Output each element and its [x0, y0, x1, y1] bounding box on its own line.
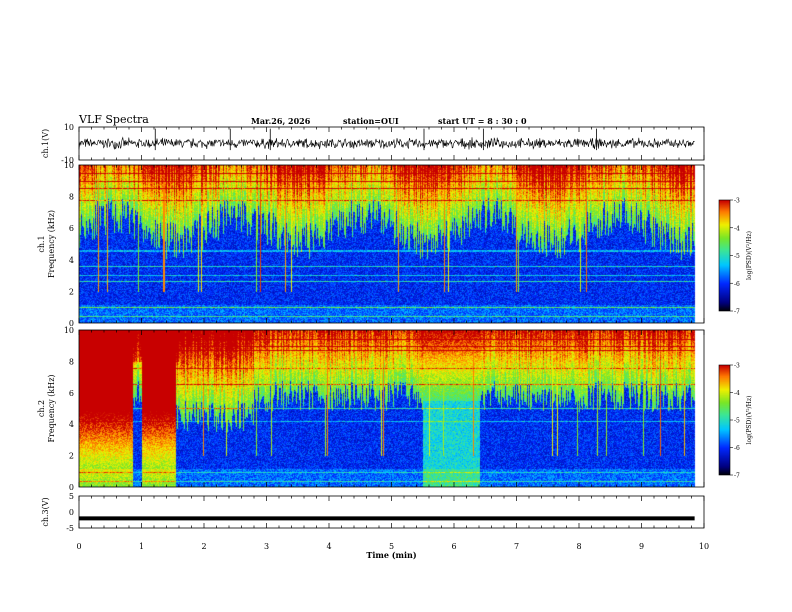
- date-label: Mar.26, 2026: [251, 116, 311, 126]
- ch1-ylabel-channel: ch.1: [37, 235, 46, 252]
- ch1-colorbar: [719, 200, 730, 311]
- ch1-waveform-ylabel: ch.1(V): [41, 129, 50, 158]
- ch1-colorbar-tick-label: -7: [734, 309, 740, 316]
- x-tick-label: 8: [576, 542, 581, 551]
- x-tick-label: 1: [139, 542, 144, 551]
- ch2-ytick-label: 8: [69, 357, 74, 366]
- ch1-ytick-label: 0: [69, 319, 74, 328]
- ch1-ytick-label: -10: [61, 156, 74, 165]
- ch2-colorbar: [719, 365, 730, 475]
- x-tick-label: 7: [514, 542, 519, 551]
- ch1-spectrogram-image: [79, 165, 704, 323]
- station-label: station=OUI: [343, 116, 399, 126]
- ch3-waveform-ylabel: ch.3(V): [41, 497, 50, 526]
- x-tick-label: 3: [264, 542, 269, 551]
- ch2-ytick-label: 2: [69, 452, 74, 461]
- ch2-colorbar-tick-label: -7: [734, 473, 740, 480]
- chart-title: VLF Spectra: [79, 113, 149, 126]
- ch1-ytick-label: 8: [69, 193, 74, 202]
- ch1-ylabel-frequency: Frequency (kHz): [47, 210, 56, 278]
- ch1-colorbar-label: log(PSD)(V²/Hz): [746, 231, 753, 280]
- ch2-colorbar-tick-label: -3: [734, 363, 740, 370]
- ch2-ytick-label: 10: [64, 326, 74, 335]
- ch1-colorbar-tick-label: -4: [734, 225, 740, 232]
- x-tick-label: 2: [201, 542, 206, 551]
- ch2-ytick-label: 0: [69, 483, 74, 492]
- ch2-ylabel-frequency: Frequency (kHz): [47, 374, 56, 442]
- ch2-ylabel-channel: ch.2: [37, 400, 46, 417]
- x-tick-label: 9: [639, 542, 644, 551]
- x-tick-label: 6: [451, 542, 456, 551]
- ch2-colorbar-tick-label: -4: [734, 390, 740, 397]
- ch1-colorbar-tick-label: -3: [734, 198, 740, 205]
- ch2-spectrogram-ticks: [78, 330, 705, 487]
- ch1-ytick-label: 10: [64, 161, 74, 170]
- ch1-waveform-frame: [78, 126, 705, 161]
- start-time-label: start UT = 8 : 30 : 0: [438, 116, 527, 126]
- ch1-spectrogram-ticks: [78, 165, 705, 323]
- ch2-colorbar-label: log(PSD)(V²/Hz): [746, 396, 753, 445]
- ch1-ytick-label: 4: [69, 256, 74, 265]
- ch2-colorbar-tick-label: -6: [734, 445, 740, 452]
- ch3-waveform-frame: [78, 495, 705, 529]
- ch1-waveform-ticks: [78, 127, 705, 160]
- ch3-ytick-label: 0: [69, 508, 74, 517]
- ch3-ytick-label: -5: [66, 524, 74, 533]
- ch1-ytick-label: 6: [69, 224, 74, 233]
- x-tick-label: 5: [389, 542, 394, 551]
- ch1-waveform-trace: [78, 136, 695, 150]
- x-tick-label: 10: [699, 542, 709, 551]
- ch1-ytick-label: 2: [69, 287, 74, 296]
- ch3-waveform-ticks: [78, 496, 705, 528]
- ch2-ytick-label: 4: [69, 420, 74, 429]
- ch1-colorbar-tick-label: -6: [734, 281, 740, 288]
- ch3-ytick-label: 5: [69, 492, 74, 501]
- ch2-ytick-label: 6: [69, 389, 74, 398]
- ch1-ytick-label: 10: [64, 123, 74, 132]
- x-axis-label: Time (min): [366, 550, 416, 560]
- ch2-colorbar-tick-label: -5: [734, 418, 740, 425]
- x-tick-label: 4: [326, 542, 331, 551]
- x-tick-label: 0: [76, 542, 81, 551]
- ch1-colorbar-tick-label: -5: [734, 253, 740, 260]
- ch2-spectrogram-image: [79, 330, 704, 487]
